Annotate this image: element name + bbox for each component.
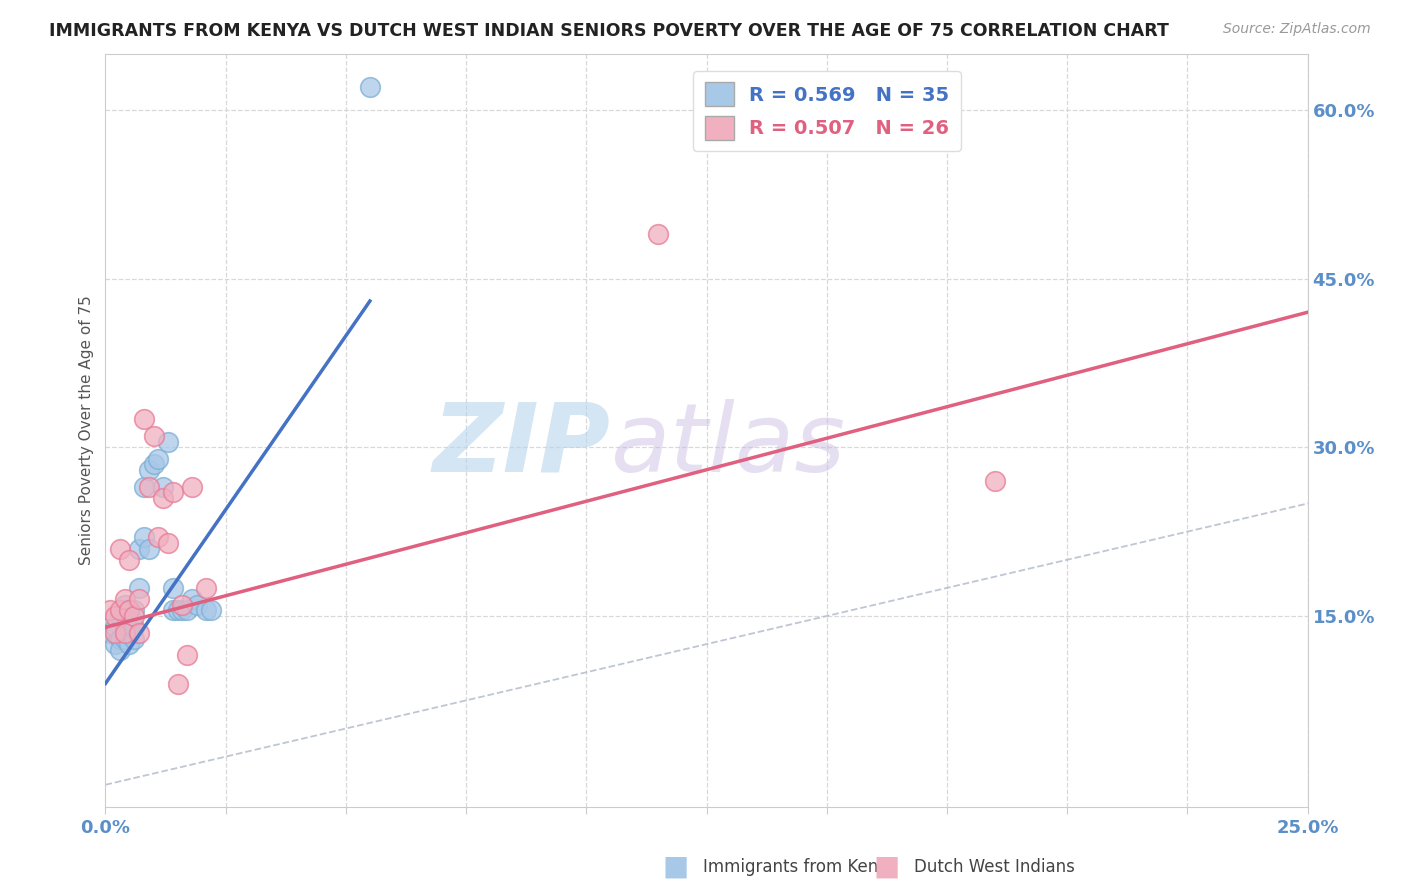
Text: IMMIGRANTS FROM KENYA VS DUTCH WEST INDIAN SENIORS POVERTY OVER THE AGE OF 75 CO: IMMIGRANTS FROM KENYA VS DUTCH WEST INDI… <box>49 22 1168 40</box>
Point <box>128 581 150 595</box>
Point <box>984 474 1007 488</box>
Point <box>138 463 160 477</box>
Point <box>186 598 208 612</box>
Text: Immigrants from Kenya: Immigrants from Kenya <box>703 858 898 876</box>
Point <box>108 541 131 556</box>
Point <box>114 620 136 634</box>
Point <box>108 609 131 624</box>
Point <box>118 603 141 617</box>
Text: ZIP: ZIP <box>433 399 610 492</box>
Point <box>138 480 160 494</box>
Point <box>108 642 131 657</box>
Point <box>162 603 184 617</box>
Point <box>156 434 179 449</box>
Point <box>162 485 184 500</box>
Legend: R = 0.569   N = 35, R = 0.507   N = 26: R = 0.569 N = 35, R = 0.507 N = 26 <box>693 70 962 152</box>
Text: Source: ZipAtlas.com: Source: ZipAtlas.com <box>1223 22 1371 37</box>
Text: ■: ■ <box>873 853 900 881</box>
Point <box>114 598 136 612</box>
Point <box>152 491 174 505</box>
Point <box>152 480 174 494</box>
Point <box>118 603 141 617</box>
Point <box>98 603 121 617</box>
Point <box>108 632 131 646</box>
Point <box>128 541 150 556</box>
Text: atlas: atlas <box>610 399 845 492</box>
Point <box>132 412 155 426</box>
Point <box>124 603 146 617</box>
Text: ■: ■ <box>662 853 689 881</box>
Point <box>118 637 141 651</box>
Point <box>114 626 136 640</box>
Point <box>166 676 188 690</box>
Point <box>138 541 160 556</box>
Point <box>132 480 155 494</box>
Text: Dutch West Indians: Dutch West Indians <box>914 858 1074 876</box>
Point <box>142 429 165 443</box>
Point <box>359 80 381 95</box>
Point <box>108 603 131 617</box>
Point <box>114 592 136 607</box>
Point <box>176 648 198 663</box>
Point <box>104 609 127 624</box>
Y-axis label: Seniors Poverty Over the Age of 75: Seniors Poverty Over the Age of 75 <box>79 295 94 566</box>
Point <box>172 603 194 617</box>
Point <box>172 598 194 612</box>
Point <box>124 609 146 624</box>
Point <box>114 632 136 646</box>
Point <box>195 581 218 595</box>
Point <box>176 603 198 617</box>
Point <box>124 632 146 646</box>
Point <box>200 603 222 617</box>
Point <box>104 620 127 634</box>
Point <box>132 530 155 544</box>
Point <box>118 553 141 567</box>
Point <box>124 620 146 634</box>
Point <box>118 620 141 634</box>
Point <box>156 536 179 550</box>
Point <box>128 592 150 607</box>
Point <box>181 480 204 494</box>
Point <box>98 626 121 640</box>
Point <box>104 626 127 640</box>
Point <box>647 227 669 241</box>
Point <box>142 457 165 471</box>
Point <box>181 592 204 607</box>
Point <box>195 603 218 617</box>
Point <box>166 603 188 617</box>
Point <box>148 530 170 544</box>
Point <box>162 581 184 595</box>
Point <box>104 637 127 651</box>
Point <box>128 626 150 640</box>
Point <box>148 451 170 466</box>
